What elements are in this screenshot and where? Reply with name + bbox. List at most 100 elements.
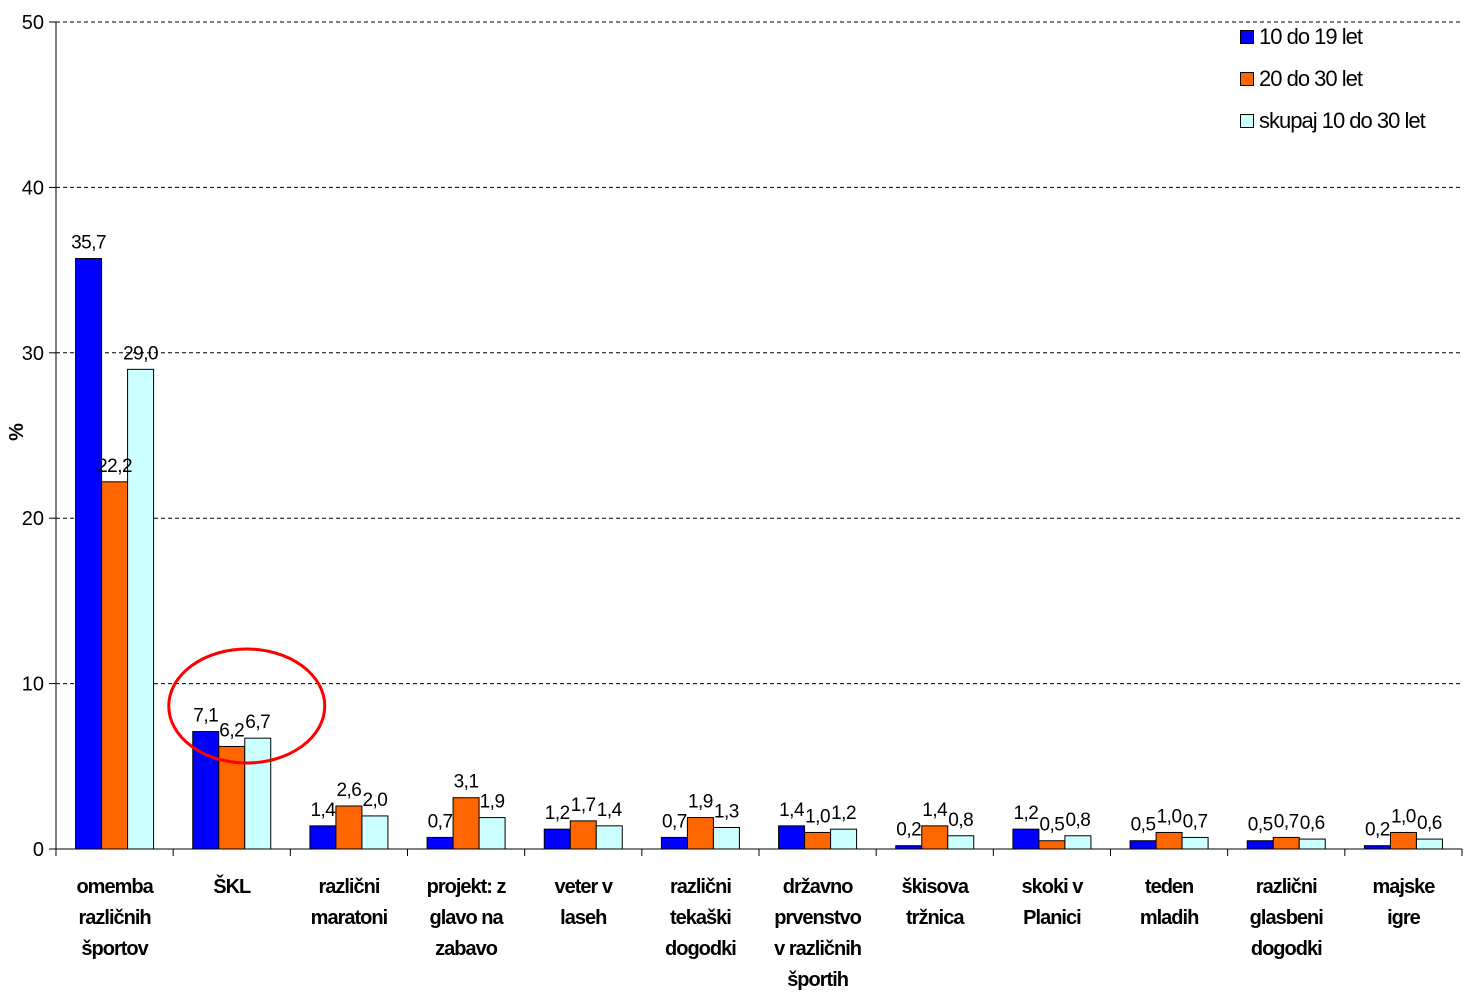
data-label: 22,2 [97, 456, 132, 477]
data-label: 1,4 [310, 800, 336, 821]
y-axis-label: % [6, 423, 28, 441]
data-label: 1,0 [805, 806, 830, 827]
data-label: 0,7 [428, 811, 453, 832]
axes [49, 21, 1463, 856]
bar [127, 368, 155, 850]
bar [778, 825, 806, 850]
bar [1129, 840, 1157, 850]
legend-item: 20 do 30 let [1240, 58, 1425, 100]
bar [1181, 836, 1209, 850]
data-label: 0,7 [662, 811, 687, 832]
legend-item: skupaj 10 do 30 let [1240, 100, 1426, 142]
data-label: 7,1 [193, 706, 218, 727]
category-label: glasbeni [1250, 907, 1324, 929]
bar [426, 836, 454, 850]
bar [895, 845, 923, 850]
bar [361, 815, 389, 850]
category-label: prvenstvo [774, 907, 861, 929]
category-label: zabavo [435, 938, 498, 960]
data-label: 29,0 [123, 343, 158, 364]
category-label: ŠKL [213, 874, 251, 898]
bar [1038, 840, 1066, 850]
bar [804, 831, 832, 850]
data-label: 1,3 [714, 801, 739, 822]
data-label: 1,4 [922, 800, 948, 821]
bar [1389, 831, 1417, 850]
category-label: državno [783, 876, 853, 898]
bar [1298, 838, 1326, 850]
data-label: 1,7 [571, 795, 596, 816]
data-label: 1,4 [597, 800, 623, 821]
y-tick-label: 50 [22, 12, 44, 34]
bar [1363, 845, 1391, 850]
y-tick-labels: 0 10 20 30 40 50 [22, 12, 44, 861]
category-label: glavo na [430, 907, 505, 929]
bar [543, 828, 571, 850]
category-label: tekaški [670, 907, 731, 929]
data-label: 1,0 [1391, 806, 1416, 827]
category-label: različni [670, 876, 731, 898]
data-label: 2,6 [336, 780, 361, 801]
bar [75, 258, 103, 850]
category-label: Planici [1023, 907, 1081, 929]
bars [75, 258, 1443, 850]
y-tick-label: 30 [22, 343, 44, 365]
category-label: laseh [560, 907, 606, 929]
data-label: 0,6 [1417, 813, 1442, 834]
annotations [167, 647, 327, 765]
data-label: 1,2 [831, 803, 856, 824]
data-label: 0,5 [1248, 815, 1273, 836]
category-label: maratoni [311, 907, 388, 929]
category-label: različni [1256, 876, 1317, 898]
legend-swatch [1240, 114, 1254, 128]
data-label: 0,8 [948, 810, 973, 831]
bar [686, 817, 714, 850]
data-label: 3,1 [454, 772, 479, 793]
bar [309, 825, 337, 850]
category-label: veter v [555, 876, 614, 898]
bar [1155, 831, 1183, 850]
data-label: 0,6 [1300, 813, 1325, 834]
bar [1272, 836, 1300, 850]
category-label: skoki v [1022, 876, 1085, 898]
category-label: omemba [76, 876, 154, 898]
category-label: različnih [79, 907, 151, 929]
category-label: dogodki [1251, 938, 1322, 960]
bar [244, 737, 272, 850]
legend-swatch [1240, 30, 1254, 44]
category-label: projekt: z [427, 876, 507, 898]
category-label: škisova [902, 876, 970, 898]
y-tick-label: 20 [22, 508, 44, 530]
data-label: 0,7 [1183, 811, 1208, 832]
category-label: različni [318, 876, 379, 898]
data-label: 1,2 [1013, 803, 1038, 824]
legend-item: 10 do 19 let [1240, 16, 1425, 58]
data-labels: 35,722,229,07,16,2 6,71,42,6 2,00,73,11,91… [71, 233, 1442, 841]
data-label: 1,4 [779, 800, 805, 821]
bar [1246, 840, 1274, 850]
data-label: 1,0 [1157, 806, 1182, 827]
data-label: 0,8 [1065, 810, 1090, 831]
bar [1012, 828, 1040, 850]
data-label: 0,7 [1274, 811, 1299, 832]
data-label: 6,2 [219, 720, 244, 741]
gridlines [56, 21, 1462, 685]
y-tick-label: 40 [22, 177, 44, 199]
bar [335, 805, 363, 850]
data-label: 2,0 [362, 790, 387, 811]
legend: 10 do 19 let 20 do 30 let skupaj 10 do 3… [1240, 16, 1426, 142]
highlight-ellipse [167, 647, 327, 765]
data-label: 0,2 [896, 820, 921, 841]
data-label: 1,2 [545, 803, 570, 824]
bar [1415, 838, 1443, 850]
bar [921, 825, 949, 850]
bar [101, 481, 129, 850]
data-label: 6,7 [245, 712, 270, 733]
data-label: 1,9 [688, 792, 713, 813]
data-label: 1,9 [480, 792, 505, 813]
bar [1064, 835, 1092, 850]
data-label: 0,5 [1131, 815, 1156, 836]
legend-label: 10 do 19 let [1259, 24, 1363, 49]
bar [660, 836, 688, 850]
